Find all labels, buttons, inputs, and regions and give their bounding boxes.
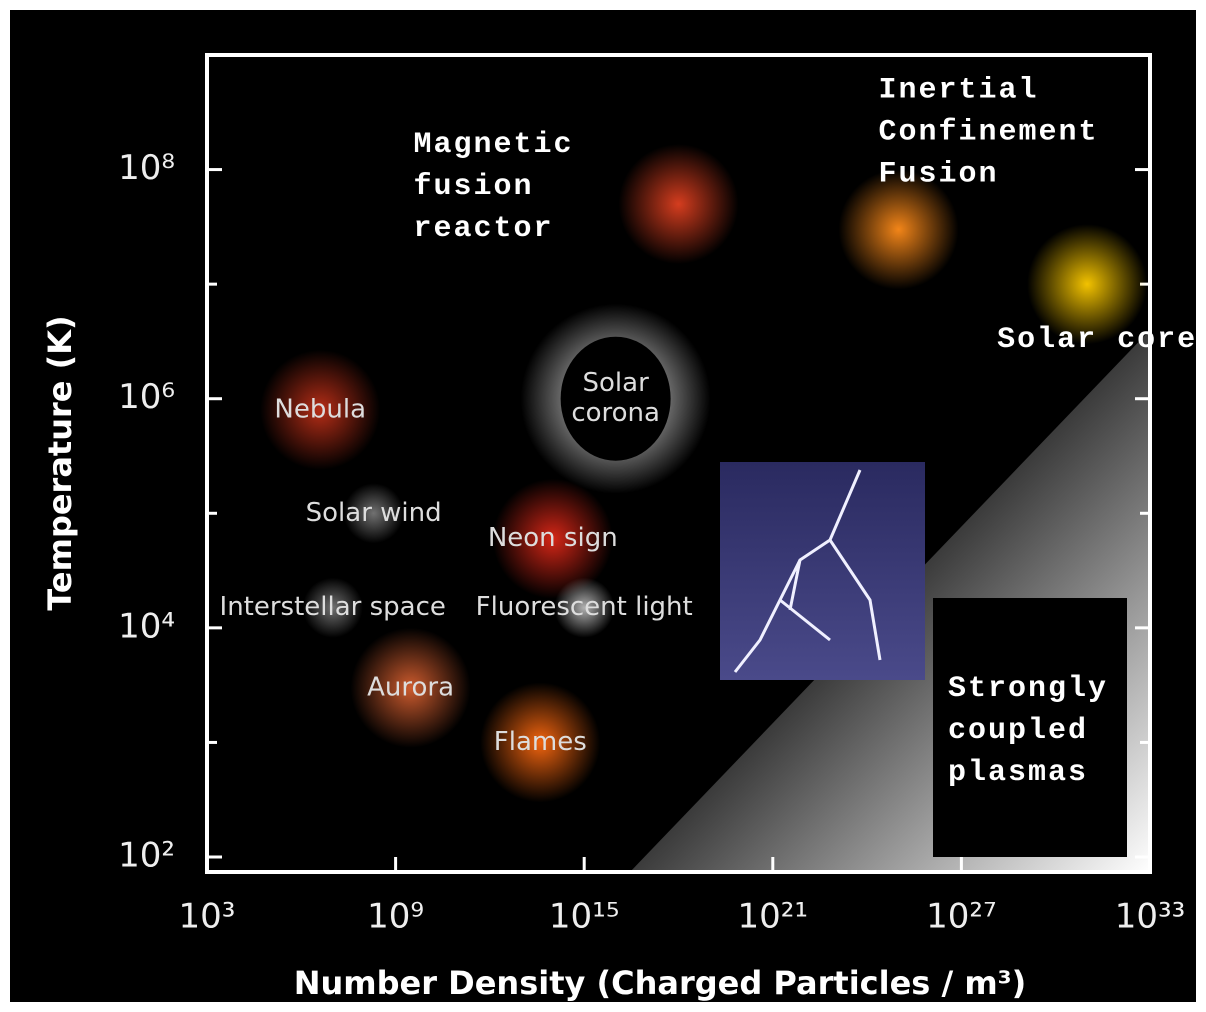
annotation: Strongly [948,672,1108,706]
y-tick-label: 10⁴ [118,606,175,646]
region-mark [343,483,404,544]
region-label: corona [571,398,660,428]
x-tick-label: 10¹⁵ [549,897,620,937]
region-label: Magnetic [414,128,574,162]
annotation-box [933,598,1127,857]
region-mark [480,682,601,803]
region-label: Inertial [879,73,1039,107]
region-label: Confinement [879,115,1099,149]
lightning-bolt [733,469,882,673]
y-axis-title: Temperature (K) [41,315,79,610]
region-label: Interstellar space [220,592,446,622]
x-tick-label: 10³³ [1115,897,1186,937]
y-tick-label: 10⁶ [118,377,175,417]
region-mark [260,349,381,470]
region-label: Solar [583,368,650,398]
region-label: Nebula [274,394,366,424]
region-mark [350,627,471,748]
x-tick-label: 10²⁷ [926,897,997,937]
region-mark [554,577,615,638]
x-tick-label: 10³ [179,897,236,937]
region-label: Solar core [997,323,1197,357]
y-tick-label: 10⁸ [118,148,175,188]
x-axis-title: Number Density (Charged Particles / m³) [294,964,1027,1002]
annotation: plasmas [948,756,1088,790]
region-label: fusion [414,170,534,204]
plot-frame [205,53,1152,874]
annotation: coupled [948,714,1088,748]
region-label: Fluorescent light [476,592,693,622]
region-label: Flames [494,727,587,757]
region-mark [1027,224,1148,345]
corona-disk [560,336,671,461]
region-label: Fusion [879,157,999,191]
region-label: Aurora [367,672,454,702]
region-mark [492,478,613,599]
lightning-image [720,462,925,680]
y-tick-label: 10² [118,836,175,876]
region-mark [302,577,363,638]
region-mark [618,144,739,265]
region-label: Solar wind [306,498,442,528]
x-tick-label: 10⁹ [367,897,424,937]
region-mark [838,169,959,290]
x-tick-label: 10²¹ [738,897,809,937]
region-label: Neon sign [488,523,618,553]
region-label: reactor [414,212,554,246]
